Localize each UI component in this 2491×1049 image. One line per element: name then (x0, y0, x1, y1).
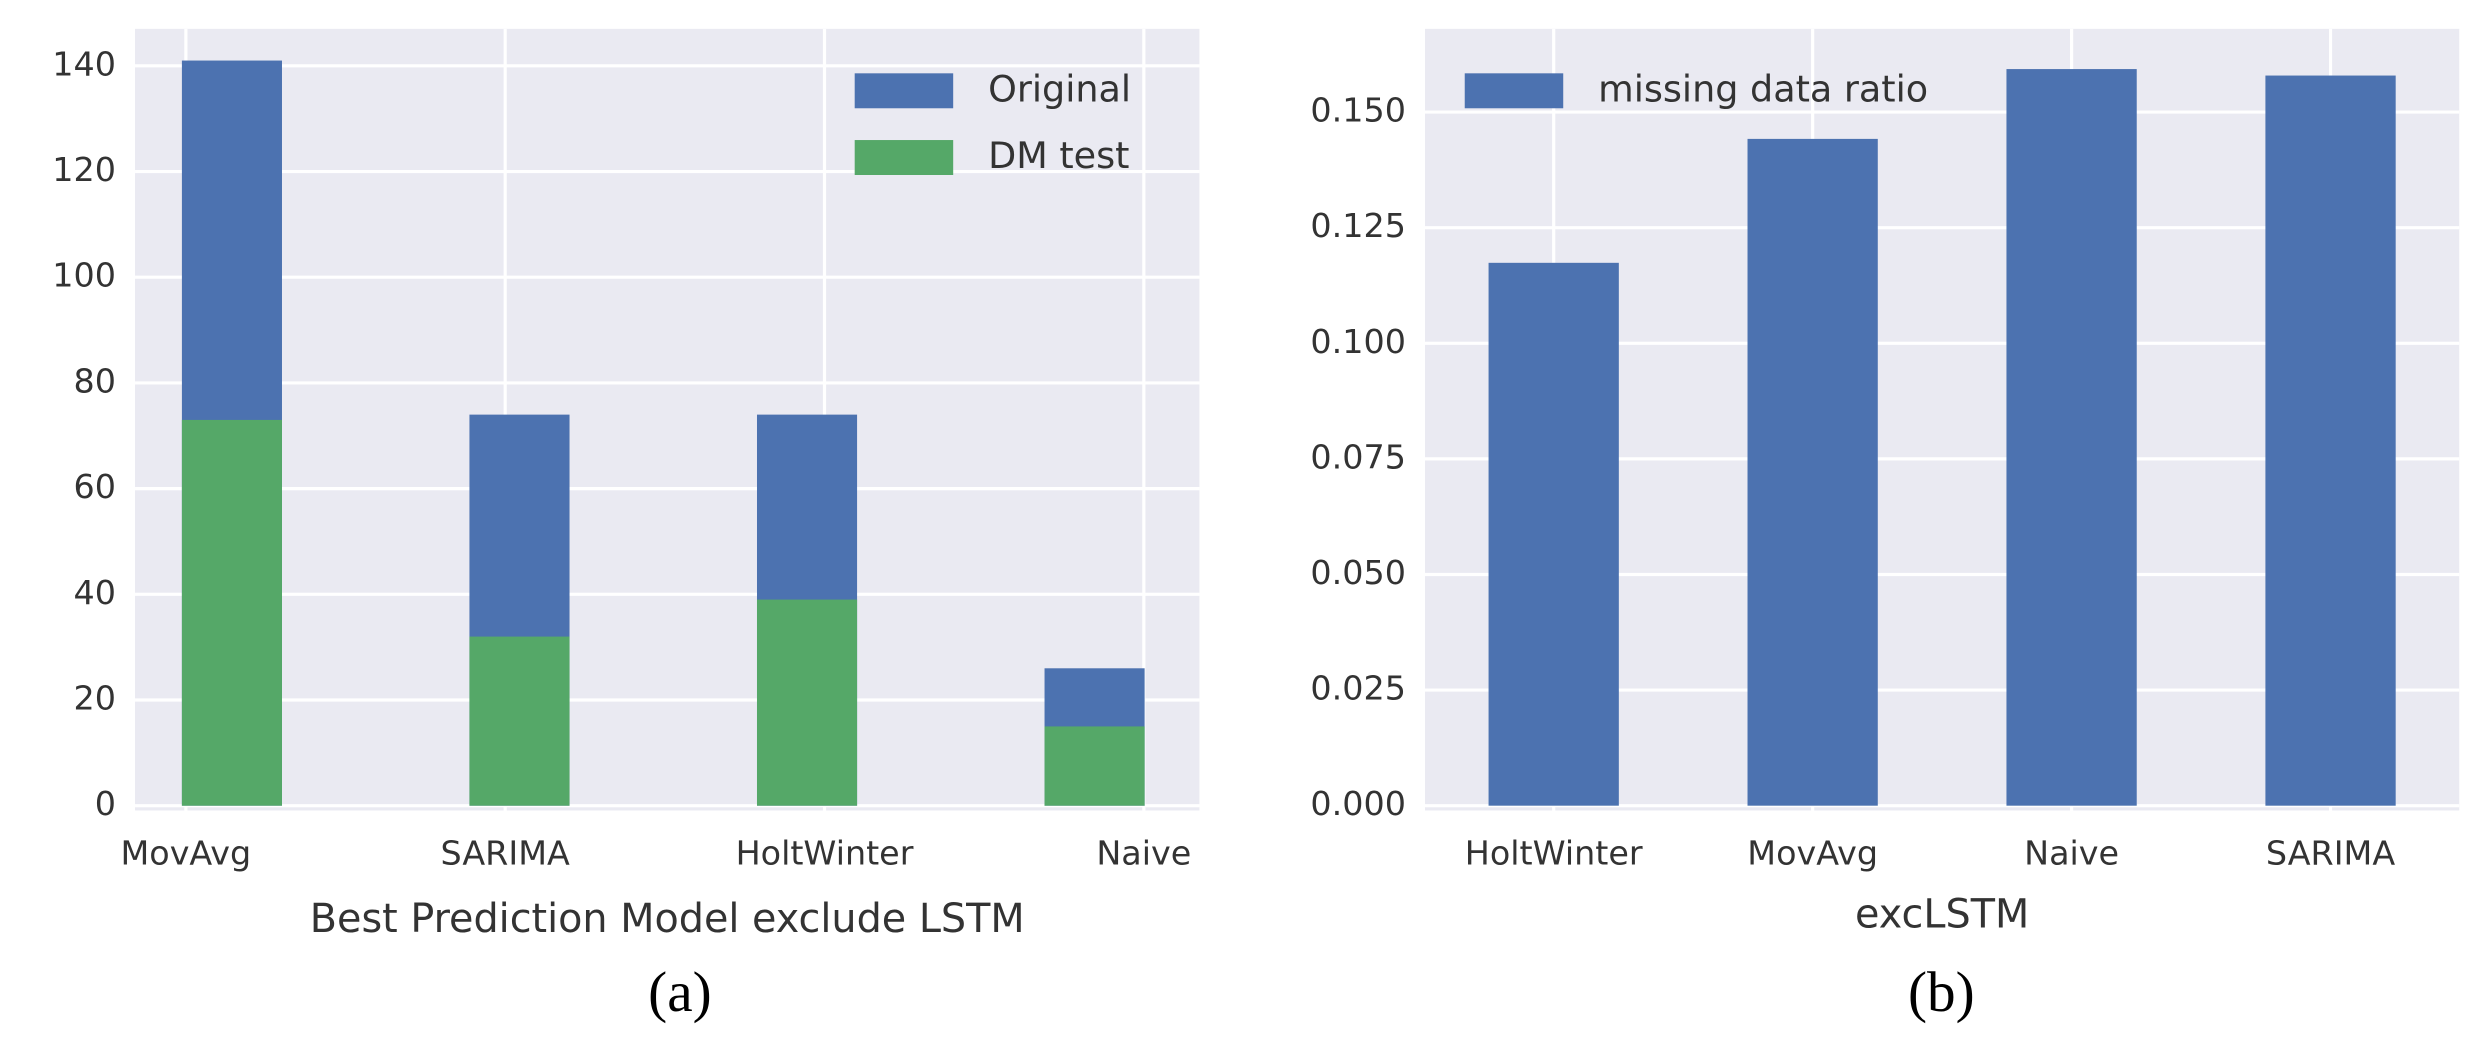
caption: (b) (1908, 961, 1975, 1024)
bar (181, 419, 282, 806)
x-tick-label: MovAvg (1747, 833, 1878, 872)
y-tick-label: 0.150 (1310, 91, 1406, 130)
bar (469, 636, 570, 806)
x-tick-label: SARIMA (441, 833, 570, 872)
y-tick-label: 0.025 (1310, 669, 1406, 708)
bar (1747, 138, 1878, 806)
legend-label: missing data ratio (1598, 67, 1928, 110)
legend-swatch (1464, 73, 1564, 109)
y-tick-label: 0.075 (1310, 437, 1406, 476)
x-axis-label: excLSTM (1855, 891, 2029, 937)
legend-swatch (854, 73, 954, 109)
y-tick-label: 80 (74, 361, 116, 400)
y-tick-label: 0 (95, 784, 116, 823)
bar (2265, 75, 2396, 806)
legend-label: DM test (988, 134, 1129, 177)
plot-area (135, 28, 1200, 811)
bar (2006, 69, 2137, 806)
y-tick-label: 0.100 (1310, 322, 1406, 361)
bar (1488, 262, 1619, 806)
y-tick-label: 0.050 (1310, 553, 1406, 592)
y-tick-label: 140 (52, 44, 116, 83)
legend-label: Original (988, 67, 1131, 110)
y-tick-label: 100 (52, 256, 116, 295)
x-tick-label: Naive (2024, 833, 2119, 872)
y-tick-label: 60 (74, 467, 116, 506)
y-tick-label: 0.000 (1310, 784, 1406, 823)
x-tick-label: SARIMA (2266, 833, 2395, 872)
y-tick-label: 40 (74, 573, 116, 612)
x-tick-label: HoltWinter (736, 833, 914, 872)
legend-swatch (854, 140, 954, 175)
y-tick-label: 20 (74, 678, 116, 717)
x-tick-label: MovAvg (121, 833, 252, 872)
y-tick-label: 0.125 (1310, 206, 1406, 245)
x-axis-label: Best Prediction Model exclude LSTM (310, 896, 1025, 942)
caption: (a) (648, 961, 711, 1024)
bar (1044, 726, 1145, 806)
x-tick-label: HoltWinter (1465, 833, 1643, 872)
bar (756, 599, 858, 806)
x-tick-label: Naive (1096, 833, 1191, 872)
y-tick-label: 120 (52, 150, 116, 189)
